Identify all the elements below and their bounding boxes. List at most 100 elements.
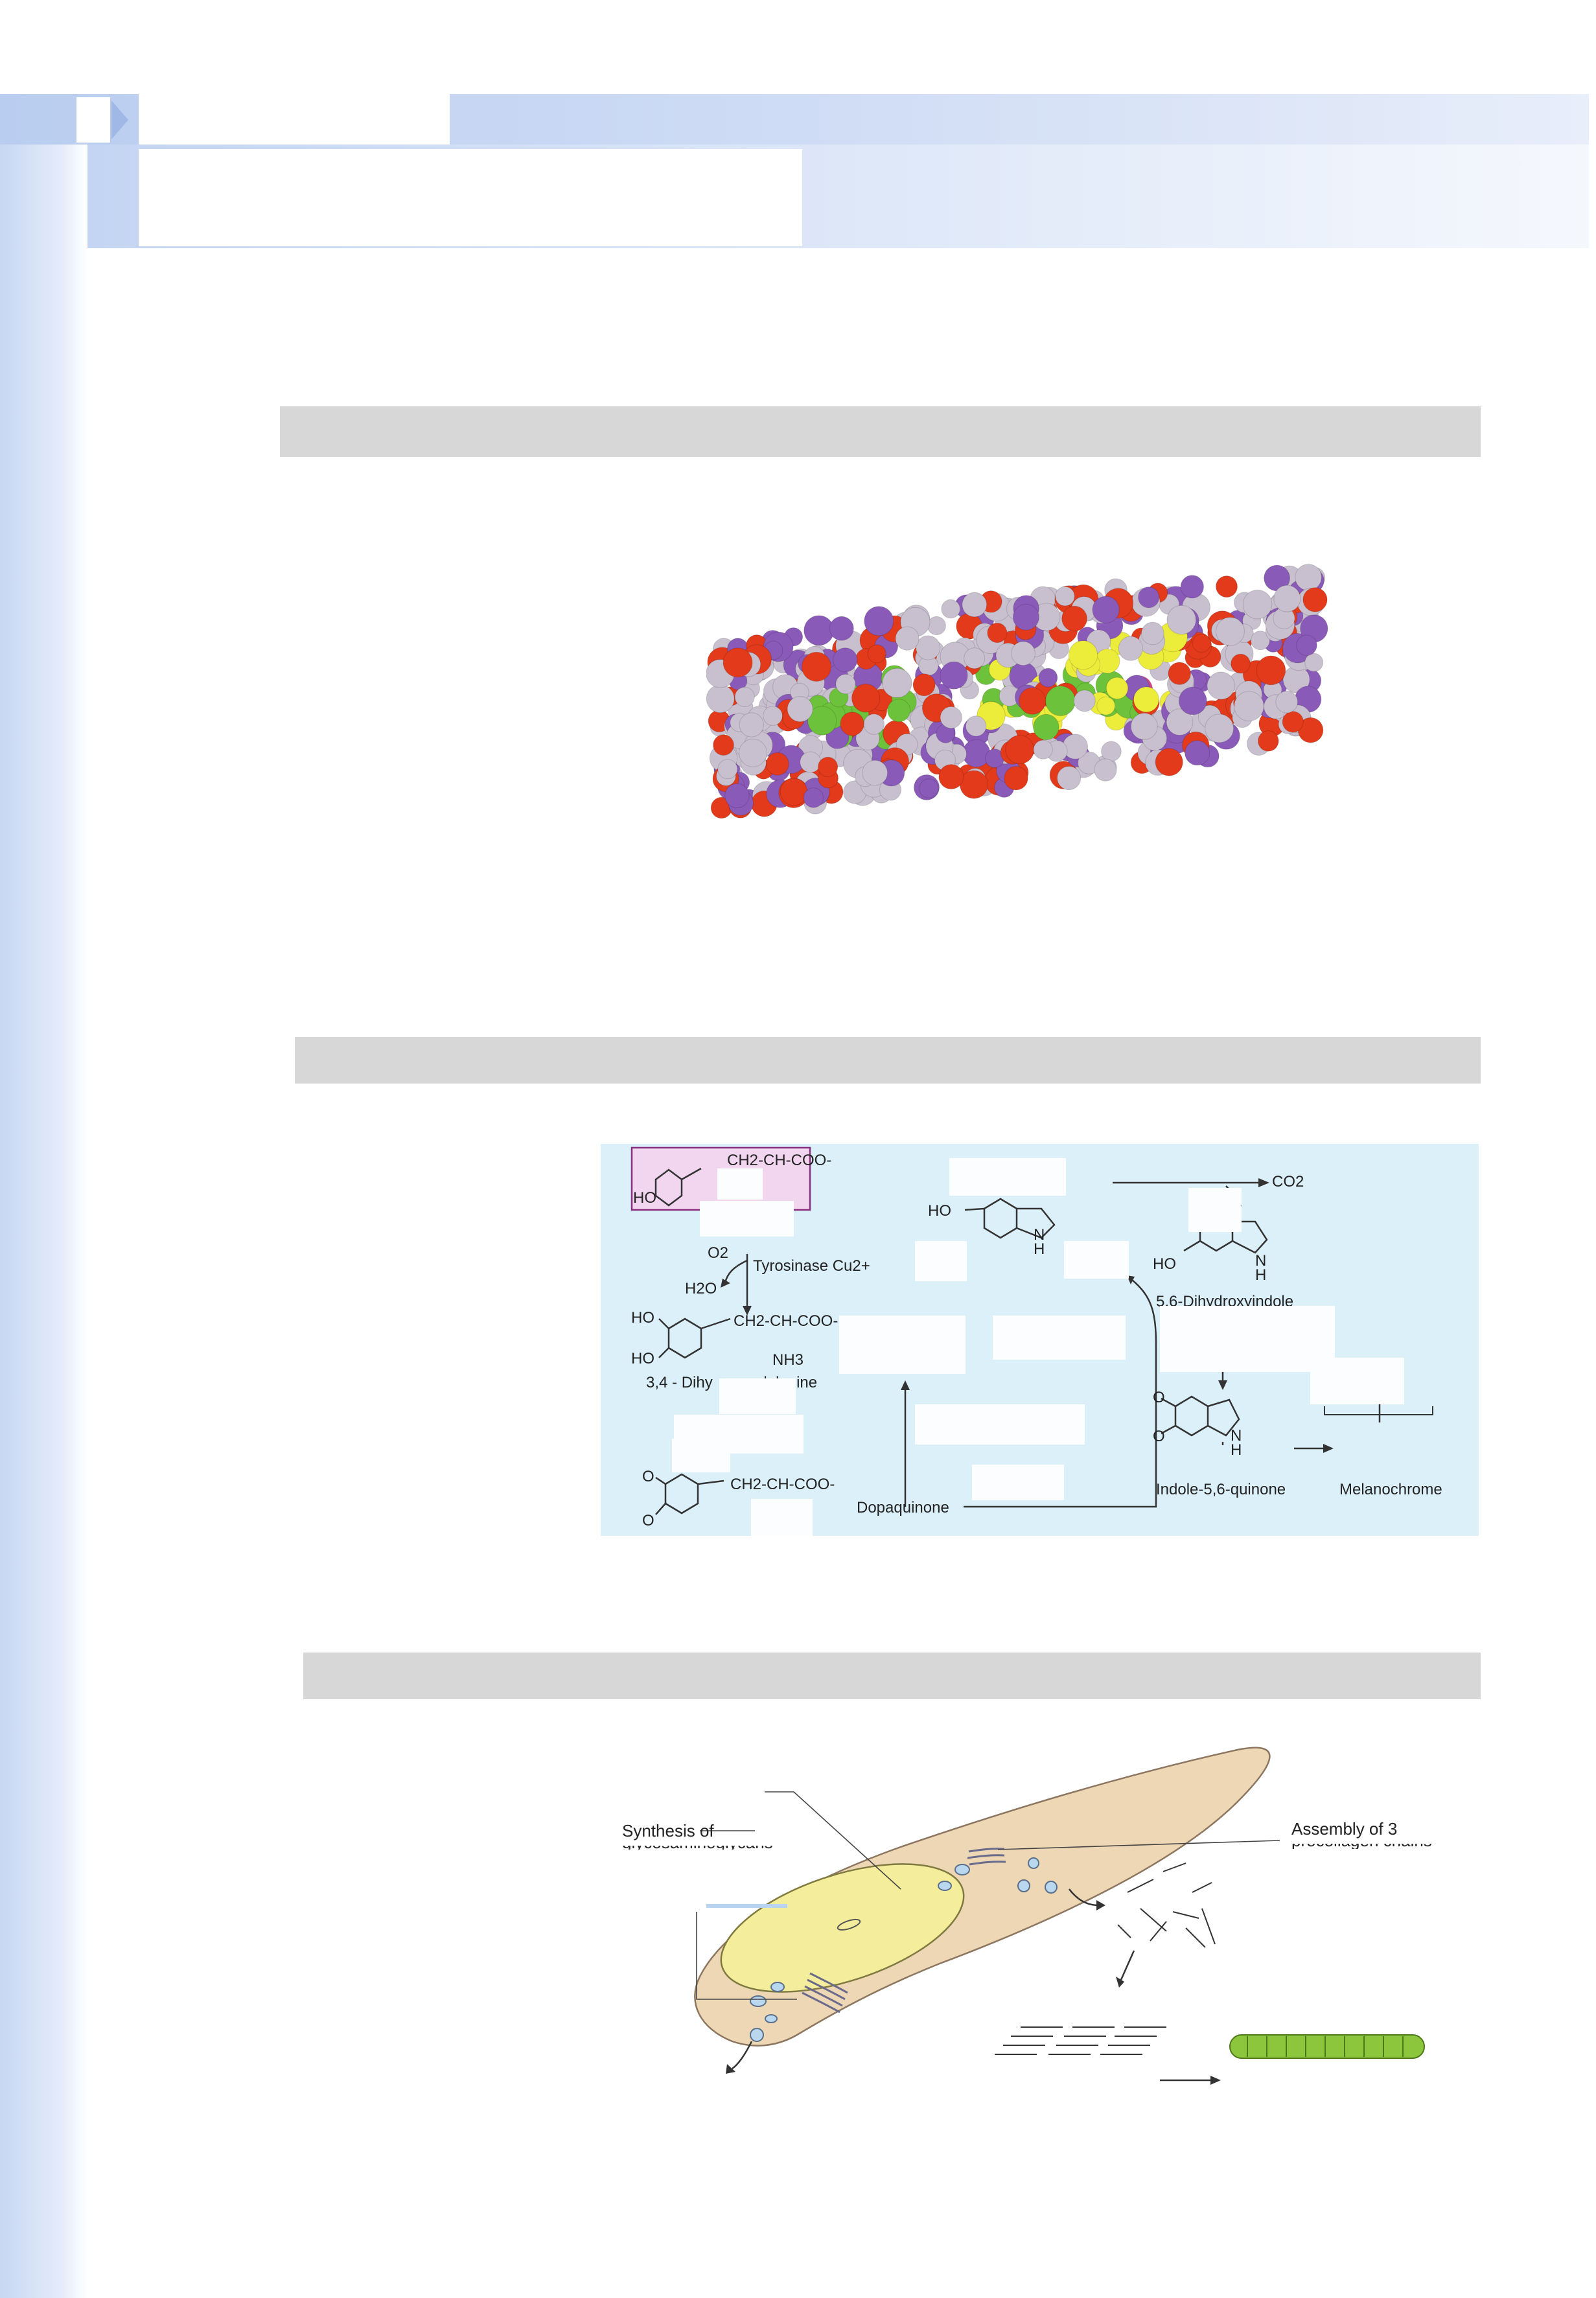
left-margin-bar xyxy=(0,94,87,2298)
o2-label-1: O2 xyxy=(708,1244,729,1262)
atom xyxy=(882,667,912,698)
atom xyxy=(1118,636,1144,661)
atom xyxy=(717,759,738,780)
dopa-nh3-label: NH3 xyxy=(772,1351,804,1369)
atom xyxy=(1192,634,1211,653)
atom xyxy=(818,756,838,777)
atom xyxy=(962,592,988,618)
hidden-label-mask xyxy=(751,1499,813,1536)
indolequinone-nh-label: N H xyxy=(1231,1427,1242,1459)
atom xyxy=(864,606,894,636)
tyrosine-side-chain-label: CH2-CH-COO- xyxy=(727,1152,832,1169)
panel-c-heading-cut xyxy=(303,1699,553,1707)
dopaquinone-side-chain-label: CH2-CH-COO- xyxy=(730,1476,835,1493)
tropocollagen-arrays xyxy=(995,2026,1166,2055)
atom xyxy=(867,644,886,664)
atom xyxy=(833,647,858,673)
atom xyxy=(1101,741,1122,762)
atom xyxy=(763,706,783,726)
panel-a-heading-bar xyxy=(280,406,1481,457)
synthesis-label: Synthesis of xyxy=(622,1821,714,1840)
atom xyxy=(802,651,831,682)
header-right-edge xyxy=(1589,94,1596,250)
header-title-area xyxy=(139,94,450,145)
atom xyxy=(1140,621,1164,645)
nucleolus xyxy=(837,1919,861,1931)
atom xyxy=(1304,653,1324,672)
hidden-label-mask xyxy=(993,1316,1126,1360)
dhi-ho-label: HO xyxy=(1153,1255,1176,1273)
tyrosinase-label: Tyrosinase Cu2+ xyxy=(753,1257,870,1275)
atom xyxy=(734,686,755,707)
atom xyxy=(835,673,856,695)
atom xyxy=(895,626,919,651)
header-tab-arrow xyxy=(111,100,128,139)
hidden-label-mask xyxy=(839,1316,966,1374)
atom xyxy=(916,635,941,660)
atom xyxy=(966,715,987,737)
panel-b-heading-bar xyxy=(295,1037,1481,1084)
atom xyxy=(919,778,939,798)
atom xyxy=(1180,575,1204,599)
cell-nucleus xyxy=(720,1863,965,1993)
atom xyxy=(1092,596,1120,624)
assembly-label-cut: procollagen chains xyxy=(1291,1844,1453,1849)
atom xyxy=(1216,575,1238,598)
atom xyxy=(1166,605,1197,635)
panel-c-heading-bar xyxy=(303,1653,1481,1699)
atom xyxy=(1133,686,1159,713)
atom xyxy=(1168,662,1191,685)
collagen-space-filling-model xyxy=(706,564,1328,819)
atom xyxy=(1096,696,1116,715)
atom xyxy=(1205,714,1234,743)
atom xyxy=(964,647,986,669)
atom xyxy=(887,699,911,723)
atom xyxy=(840,712,864,736)
atom xyxy=(940,706,962,729)
atom xyxy=(829,616,854,641)
hidden-label-mask xyxy=(700,1201,794,1236)
atom xyxy=(851,684,881,713)
atom xyxy=(1055,586,1075,607)
atom xyxy=(938,764,964,790)
indolequinone-o-label-2: O xyxy=(1153,1428,1165,1445)
atom xyxy=(1073,690,1096,712)
hidden-label-mask xyxy=(915,1404,1085,1445)
atom xyxy=(987,622,1008,644)
synthesis-label-cut: glycosaminoglycans xyxy=(619,1846,794,1850)
atom xyxy=(1105,677,1129,700)
dhi-nh-label: N H xyxy=(1255,1252,1267,1284)
atom xyxy=(1005,735,1035,765)
atom xyxy=(1130,712,1158,740)
hidden-label-mask xyxy=(915,1241,967,1281)
hidden-label-mask xyxy=(1064,1241,1129,1279)
leuco-ho-label: HO xyxy=(928,1202,951,1220)
atom xyxy=(1251,631,1270,651)
atom xyxy=(959,770,989,799)
atom xyxy=(1282,711,1304,733)
hidden-label-mask xyxy=(717,1168,763,1200)
hidden-label-mask xyxy=(1160,1306,1335,1372)
atom xyxy=(1302,587,1328,612)
atom xyxy=(1258,730,1279,752)
hidden-label-mask xyxy=(719,1378,796,1414)
atom xyxy=(1012,603,1039,631)
atom xyxy=(1033,739,1053,760)
atom xyxy=(713,734,734,756)
dopaquinone-o-label-2: O xyxy=(642,1512,654,1529)
hidden-label-mask xyxy=(972,1465,1064,1500)
h2o-label: H2O xyxy=(685,1280,717,1297)
dopaquinone-o-label-1: O xyxy=(642,1468,654,1485)
atom xyxy=(1295,564,1322,591)
atom xyxy=(1216,616,1245,646)
atom xyxy=(1094,758,1117,782)
atom xyxy=(724,783,750,809)
atom xyxy=(863,714,885,735)
hidden-label-mask xyxy=(672,1439,730,1472)
atom xyxy=(1038,667,1058,688)
hidden-label-mask xyxy=(949,1158,1066,1196)
atom xyxy=(1275,690,1299,714)
atom xyxy=(1033,714,1059,741)
atom xyxy=(1057,766,1081,791)
atom xyxy=(739,712,764,737)
